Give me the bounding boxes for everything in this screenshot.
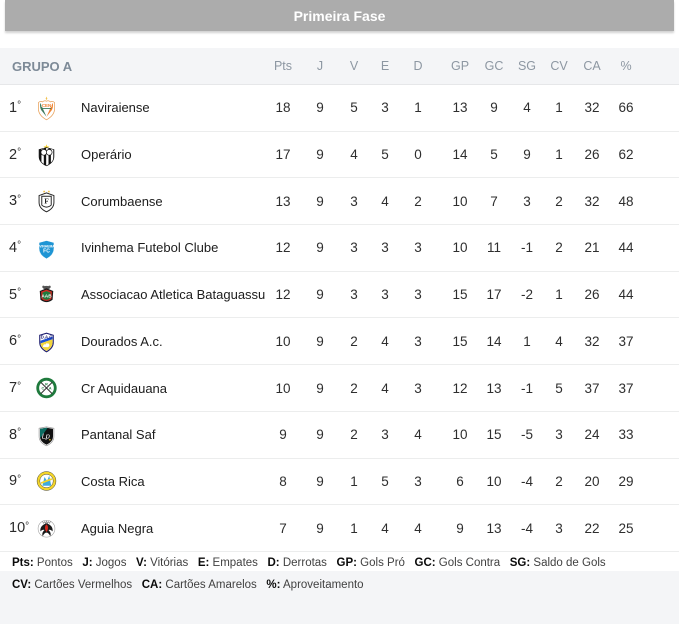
svg-text:IVINHEMA: IVINHEMA xyxy=(38,244,55,248)
svg-text:F: F xyxy=(44,197,49,206)
svg-text:D.A.C: D.A.C xyxy=(41,335,53,340)
svg-text:C: C xyxy=(41,386,44,390)
svg-text:AAB: AAB xyxy=(41,293,52,299)
svg-text:A: A xyxy=(49,386,52,390)
svg-text:R: R xyxy=(45,383,48,387)
svg-text:Lp: Lp xyxy=(42,431,50,440)
svg-text:FC: FC xyxy=(43,249,50,255)
svg-text:CEN: CEN xyxy=(42,103,51,108)
